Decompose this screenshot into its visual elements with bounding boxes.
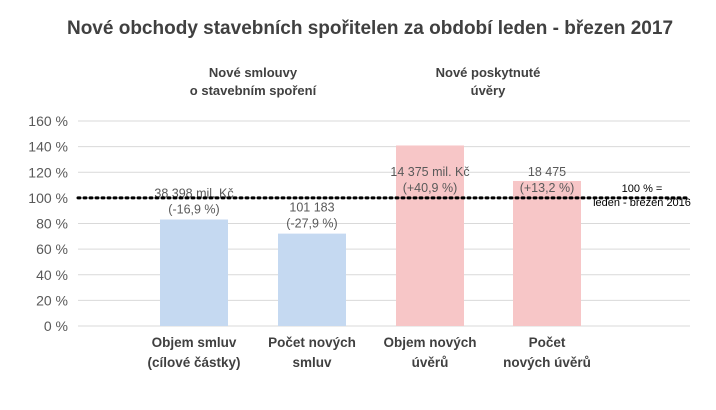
data-label: 18 475 (+13,2 %) — [520, 165, 575, 195]
y-tick-label: 120 % — [28, 164, 68, 180]
data-label-line: 18 475 — [528, 165, 566, 179]
y-tick-label: 100 % — [28, 190, 68, 206]
y-tick-label: 160 % — [28, 113, 68, 129]
y-axis-tick-labels: 0 % 20 % 40 % 60 % 80 % 100 % 120 % 140 % 160 % — [28, 113, 68, 334]
y-tick-label: 0 % — [44, 318, 68, 334]
category-label-line: (cílové částky) — [147, 355, 240, 370]
data-label-line: 14 375 mil. Kč — [390, 165, 469, 179]
category-label: Počet nových úvěrů — [503, 335, 591, 370]
reference-line: 100 % = leden - březen 2016 — [76, 183, 692, 209]
y-tick-label: 80 % — [36, 216, 68, 232]
y-tick-label: 60 % — [36, 241, 68, 257]
bars — [160, 145, 581, 326]
group-labels: Nové smlouvy o stavebním spoření Nové posk… — [190, 65, 541, 98]
group-label-line: Nové poskytnuté — [436, 65, 541, 80]
group-label: Nové smlouvy o stavebním spoření — [190, 65, 317, 98]
bar — [513, 180, 581, 326]
chart-title: Nové obchody stavebních spořitelen za ob… — [67, 18, 673, 39]
bar — [160, 219, 228, 326]
reference-line-label-line: leden - březen 2016 — [593, 197, 691, 209]
category-label-line: Počet nových — [268, 335, 356, 350]
reference-line-label: 100 % = leden - březen 2016 — [593, 183, 691, 209]
x-axis-category-labels: Objem smluv (cílové částky) Počet nových sm… — [147, 335, 590, 370]
data-label-line: (+13,2 %) — [520, 181, 575, 195]
data-label: 38 398 mil. Kč (-16,9 %) — [154, 187, 233, 217]
category-label-line: smluv — [292, 355, 332, 370]
y-tick-label: 140 % — [28, 139, 68, 155]
data-label-line: (-27,9 %) — [286, 217, 337, 231]
group-label: Nové poskytnuté úvěry — [436, 65, 541, 98]
data-label: 101 183 (-27,9 %) — [286, 201, 337, 231]
group-label-line: o stavebním spoření — [190, 83, 317, 98]
category-label: Objem smluv (cílové částky) — [147, 335, 240, 370]
y-tick-label: 40 % — [36, 267, 68, 283]
group-label-line: úvěry — [471, 83, 506, 98]
data-label-line: (-16,9 %) — [168, 203, 219, 217]
category-label-line: nových úvěrů — [503, 355, 591, 370]
group-label-line: Nové smlouvy — [209, 65, 298, 80]
y-tick-label: 20 % — [36, 292, 68, 308]
category-label-line: Objem smluv — [152, 335, 237, 350]
reference-line-label-line: 100 % = — [622, 183, 663, 195]
category-label-line: Objem nových — [383, 335, 476, 350]
data-label: 14 375 mil. Kč (+40,9 %) — [390, 165, 469, 195]
category-label: Počet nových smluv — [268, 335, 356, 370]
category-label-line: Počet — [529, 335, 566, 350]
bar — [396, 145, 464, 326]
category-label-line: úvěrů — [412, 355, 449, 370]
data-label-line: 101 183 — [289, 201, 334, 215]
bar — [278, 233, 346, 326]
data-label-line: (+40,9 %) — [403, 181, 458, 195]
category-label: Objem nových úvěrů — [383, 335, 476, 370]
data-labels: 38 398 mil. Kč (-16,9 %) 101 183 (-27,9 %)1… — [154, 165, 574, 231]
